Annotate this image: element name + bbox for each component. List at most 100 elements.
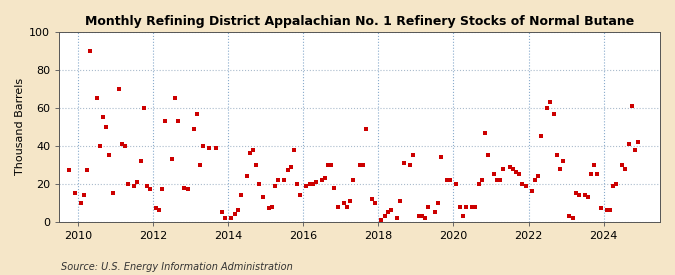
Point [564,214,574,218]
Point [273,178,284,182]
Point [117,142,128,146]
Point [492,178,503,182]
Point [304,182,315,186]
Y-axis label: Thousand Barrels: Thousand Barrels [15,78,25,175]
Point [135,159,146,163]
Point [398,161,409,165]
Point [310,180,321,184]
Point [526,189,537,194]
Point [119,144,130,148]
Point [517,182,528,186]
Point [85,49,96,53]
Point [454,204,465,209]
Point [589,163,599,167]
Point [483,153,493,158]
Point [338,200,349,205]
Point [301,183,312,188]
Point [429,210,440,214]
Point [288,147,299,152]
Point [451,182,462,186]
Point [605,208,616,213]
Point [414,214,425,218]
Point [385,208,396,213]
Point [514,172,524,177]
Point [392,216,402,220]
Point [545,100,556,104]
Point [244,151,255,156]
Point [548,111,559,116]
Title: Monthly Refining District Appalachian No. 1 Refinery Stocks of Normal Butane: Monthly Refining District Appalachian No… [85,15,634,28]
Point [624,142,634,146]
Point [435,155,446,160]
Point [342,204,352,209]
Point [580,193,591,197]
Point [558,159,568,163]
Point [570,191,581,196]
Point [141,183,152,188]
Point [473,182,484,186]
Point [554,166,565,171]
Point [551,153,562,158]
Point [417,214,428,218]
Point [194,163,205,167]
Point [98,115,109,120]
Point [620,166,631,171]
Point [498,166,509,171]
Point [248,147,259,152]
Point [467,204,478,209]
Point [348,178,358,182]
Point [542,106,553,110]
Point [286,164,296,169]
Point [586,172,597,177]
Point [220,216,231,220]
Point [626,104,637,108]
Point [323,163,334,167]
Point [182,187,193,192]
Point [326,163,337,167]
Point [129,183,140,188]
Point [511,170,522,175]
Point [107,191,118,196]
Point [76,200,86,205]
Point [225,216,236,220]
Point [530,178,541,182]
Point [395,199,406,203]
Point [282,168,293,173]
Point [198,144,209,148]
Point [229,212,240,216]
Point [204,145,215,150]
Point [295,193,306,197]
Point [154,208,165,213]
Point [533,174,543,178]
Point [630,147,641,152]
Point [192,111,202,116]
Point [504,164,515,169]
Point [329,185,340,190]
Point [357,163,368,167]
Point [489,172,500,177]
Point [254,182,265,186]
Point [82,168,92,173]
Point [423,204,434,209]
Point [160,119,171,123]
Point [70,191,80,196]
Point [242,174,252,178]
Point [460,204,471,209]
Point [367,197,377,201]
Point [470,204,481,209]
Point [217,210,227,214]
Point [179,185,190,190]
Point [376,218,387,222]
Point [595,206,606,211]
Point [592,172,603,177]
Point [292,182,302,186]
Point [567,216,578,220]
Point [379,214,390,218]
Point [132,180,142,184]
Point [232,208,243,213]
Point [508,166,518,171]
Point [104,153,115,158]
Point [173,119,184,123]
Point [63,168,74,173]
Point [573,193,584,197]
